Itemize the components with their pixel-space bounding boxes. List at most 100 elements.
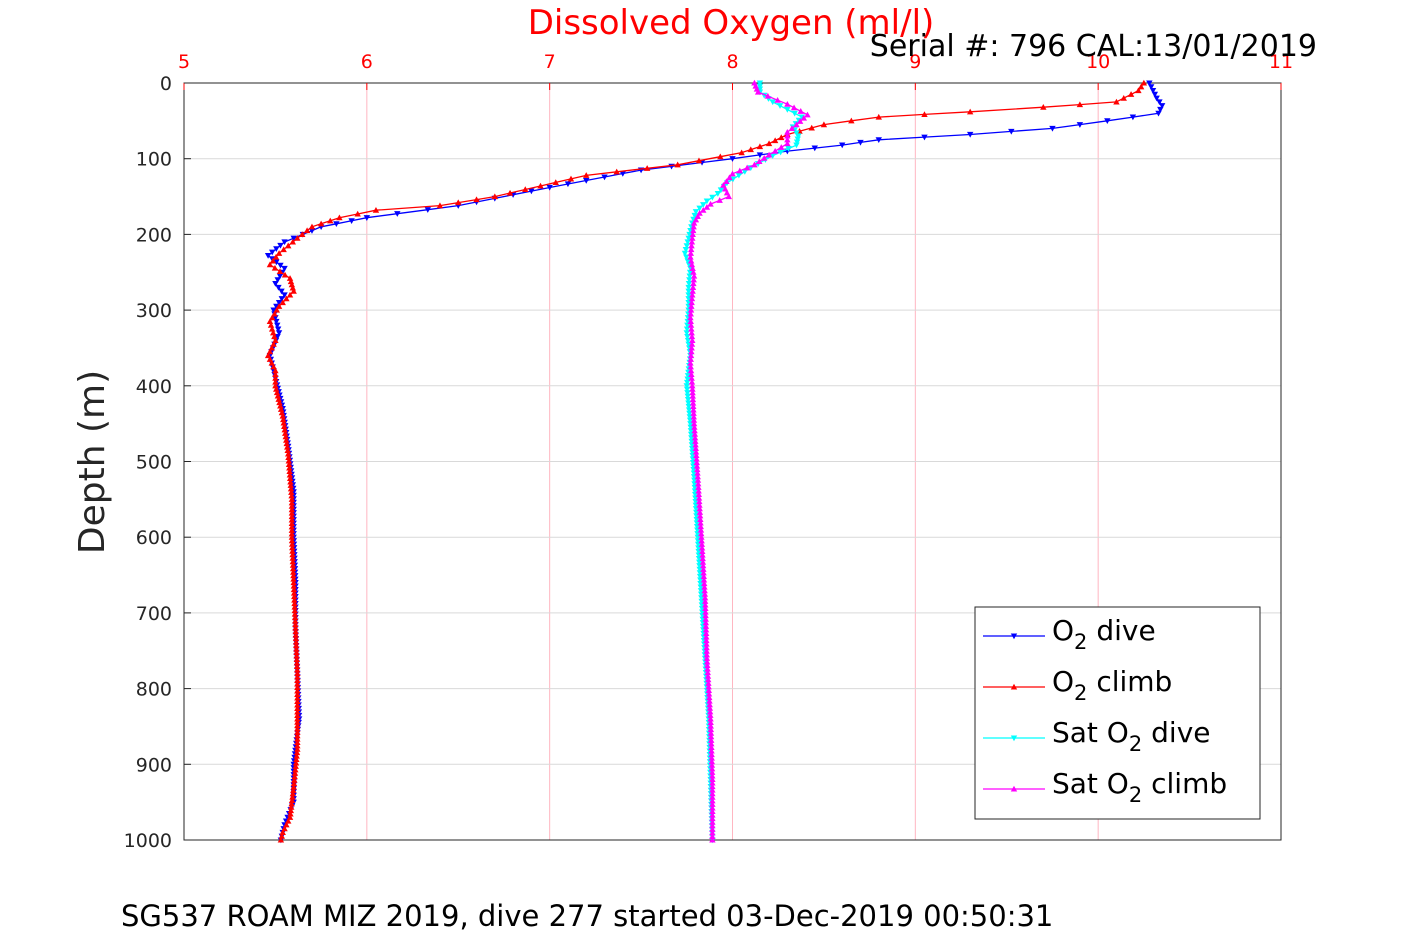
data-point: [1040, 104, 1047, 110]
data-point: [797, 108, 804, 114]
data-point: [709, 797, 716, 804]
data-point: [1147, 84, 1155, 90]
legend: O2 dive O2 climb Sat O2 dive Sat O2 climb: [974, 606, 1261, 820]
data-point: [700, 206, 707, 213]
data-point: [709, 818, 716, 825]
data-point: [291, 593, 298, 600]
data-point: [691, 431, 699, 437]
data-point: [327, 217, 334, 224]
data-point: [436, 202, 444, 209]
data-point: [528, 188, 535, 195]
data-point: [294, 691, 301, 697]
data-point: [583, 172, 590, 178]
data-point: [275, 396, 282, 402]
data-point: [707, 715, 714, 722]
data-point: [690, 413, 697, 420]
data-point: [709, 772, 716, 779]
data-point: [698, 544, 706, 551]
data-point: [275, 303, 283, 309]
data-point: [294, 234, 301, 241]
data-point: [685, 292, 692, 299]
data-point: [966, 108, 974, 115]
data-point: [688, 344, 695, 351]
data-point: [273, 389, 281, 396]
data-point: [689, 291, 696, 298]
data-point: [687, 322, 695, 328]
data-point: [705, 680, 712, 686]
data-point: [691, 434, 699, 441]
data-point: [282, 430, 289, 436]
data-point: [688, 333, 696, 340]
data-point: [1113, 98, 1120, 105]
data-point: [293, 663, 301, 670]
data-point: [689, 399, 697, 406]
data-point: [288, 534, 296, 540]
data-point: [701, 583, 708, 590]
data-point: [689, 234, 696, 241]
data-point: [717, 153, 724, 160]
data-point: [693, 452, 700, 459]
data-point: [299, 231, 306, 237]
data-point: [294, 684, 301, 690]
data-point: [702, 626, 710, 633]
data-point: [275, 284, 282, 291]
data-point: [709, 783, 716, 790]
data-point: [293, 749, 301, 756]
data-point: [1151, 91, 1159, 98]
data-point: [272, 253, 280, 260]
legend-marker: [1010, 633, 1018, 640]
data-point: [291, 614, 299, 621]
y-tick-label: 1000: [124, 830, 172, 852]
data-point: [692, 445, 700, 451]
data-point: [704, 676, 712, 683]
data-point: [778, 144, 785, 150]
data-point: [281, 239, 288, 246]
data-point: [701, 587, 708, 594]
data-point: [291, 596, 298, 603]
data-point: [282, 433, 289, 440]
data-point: [288, 503, 296, 509]
data-point: [286, 468, 293, 474]
x-tick-label: 10: [1086, 51, 1110, 73]
data-point: [684, 334, 691, 340]
data-point: [288, 527, 296, 533]
data-point: [795, 133, 802, 140]
data-point: [287, 478, 294, 485]
data-point: [567, 175, 575, 182]
data-point: [706, 694, 713, 701]
data-point: [708, 765, 716, 772]
data-point: [294, 735, 301, 742]
data-point: [291, 607, 299, 614]
data-point: [699, 558, 707, 565]
data-point: [696, 509, 704, 515]
data-point: [289, 238, 296, 245]
data-point: [709, 833, 716, 839]
data-point: [702, 612, 709, 619]
data-point: [294, 666, 301, 673]
data-point: [794, 136, 801, 143]
data-point: [696, 205, 703, 212]
data-point: [701, 594, 709, 601]
data-point: [266, 318, 274, 325]
data-point: [707, 726, 715, 733]
data-point: [703, 644, 710, 651]
data-point: [717, 187, 725, 194]
data-point: [270, 329, 277, 336]
data-point: [708, 740, 715, 747]
series-sat-o2-climb: [687, 79, 811, 843]
data-point: [682, 246, 690, 253]
data-point: [921, 111, 928, 117]
data-point: [308, 223, 316, 230]
data-point: [294, 694, 301, 701]
data-point: [287, 485, 295, 492]
data-point: [688, 238, 696, 245]
data-point: [689, 231, 696, 237]
data-point: [699, 551, 706, 558]
data-point: [709, 794, 716, 800]
data-point: [687, 363, 694, 370]
y-axis: 0 100 200 300 400 500 600 700 800 900 1000: [124, 73, 191, 852]
data-point: [687, 352, 695, 359]
data-point: [278, 296, 286, 302]
data-point: [684, 318, 691, 325]
